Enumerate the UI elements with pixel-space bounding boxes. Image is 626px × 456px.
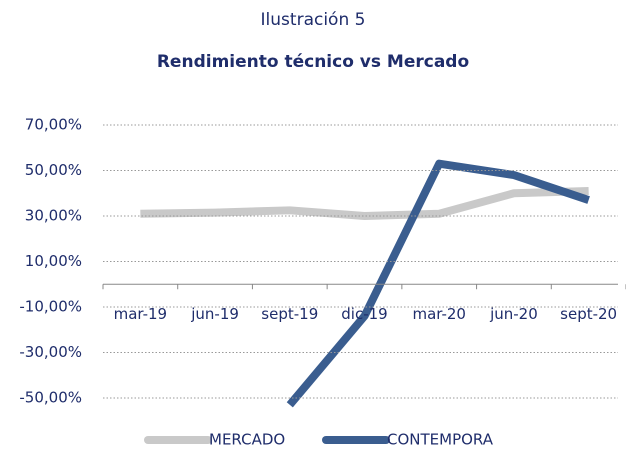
series-line — [140, 186, 589, 220]
x-tick-label: sept-20 — [560, 305, 617, 323]
x-tick-label: jun-19 — [190, 305, 239, 323]
series-line — [286, 159, 590, 408]
y-tick-label: 30,00% — [25, 207, 82, 225]
y-tick-label: -50,00% — [19, 389, 82, 407]
y-tick-label: 50,00% — [25, 161, 82, 179]
x-tick-label: jun-20 — [489, 305, 538, 323]
x-tick-label: dic-19 — [341, 305, 387, 323]
x-tick-label: mar-20 — [412, 305, 466, 323]
chart-subtitle: Rendimiento técnico vs Mercado — [157, 52, 469, 72]
y-tick-label: 10,00% — [25, 252, 82, 270]
legend-label: CONTEMPORA — [387, 431, 494, 449]
chart-title: Ilustración 5 — [261, 10, 366, 30]
y-tick-label: 70,00% — [25, 116, 82, 134]
plot-area — [140, 159, 590, 408]
y-tick-label: -10,00% — [19, 298, 82, 316]
y-tick-label: -30,00% — [19, 343, 82, 361]
legend-label: MERCADO — [209, 431, 285, 449]
x-tick-label: mar-19 — [114, 305, 168, 323]
x-tick-label: sept-19 — [261, 305, 318, 323]
